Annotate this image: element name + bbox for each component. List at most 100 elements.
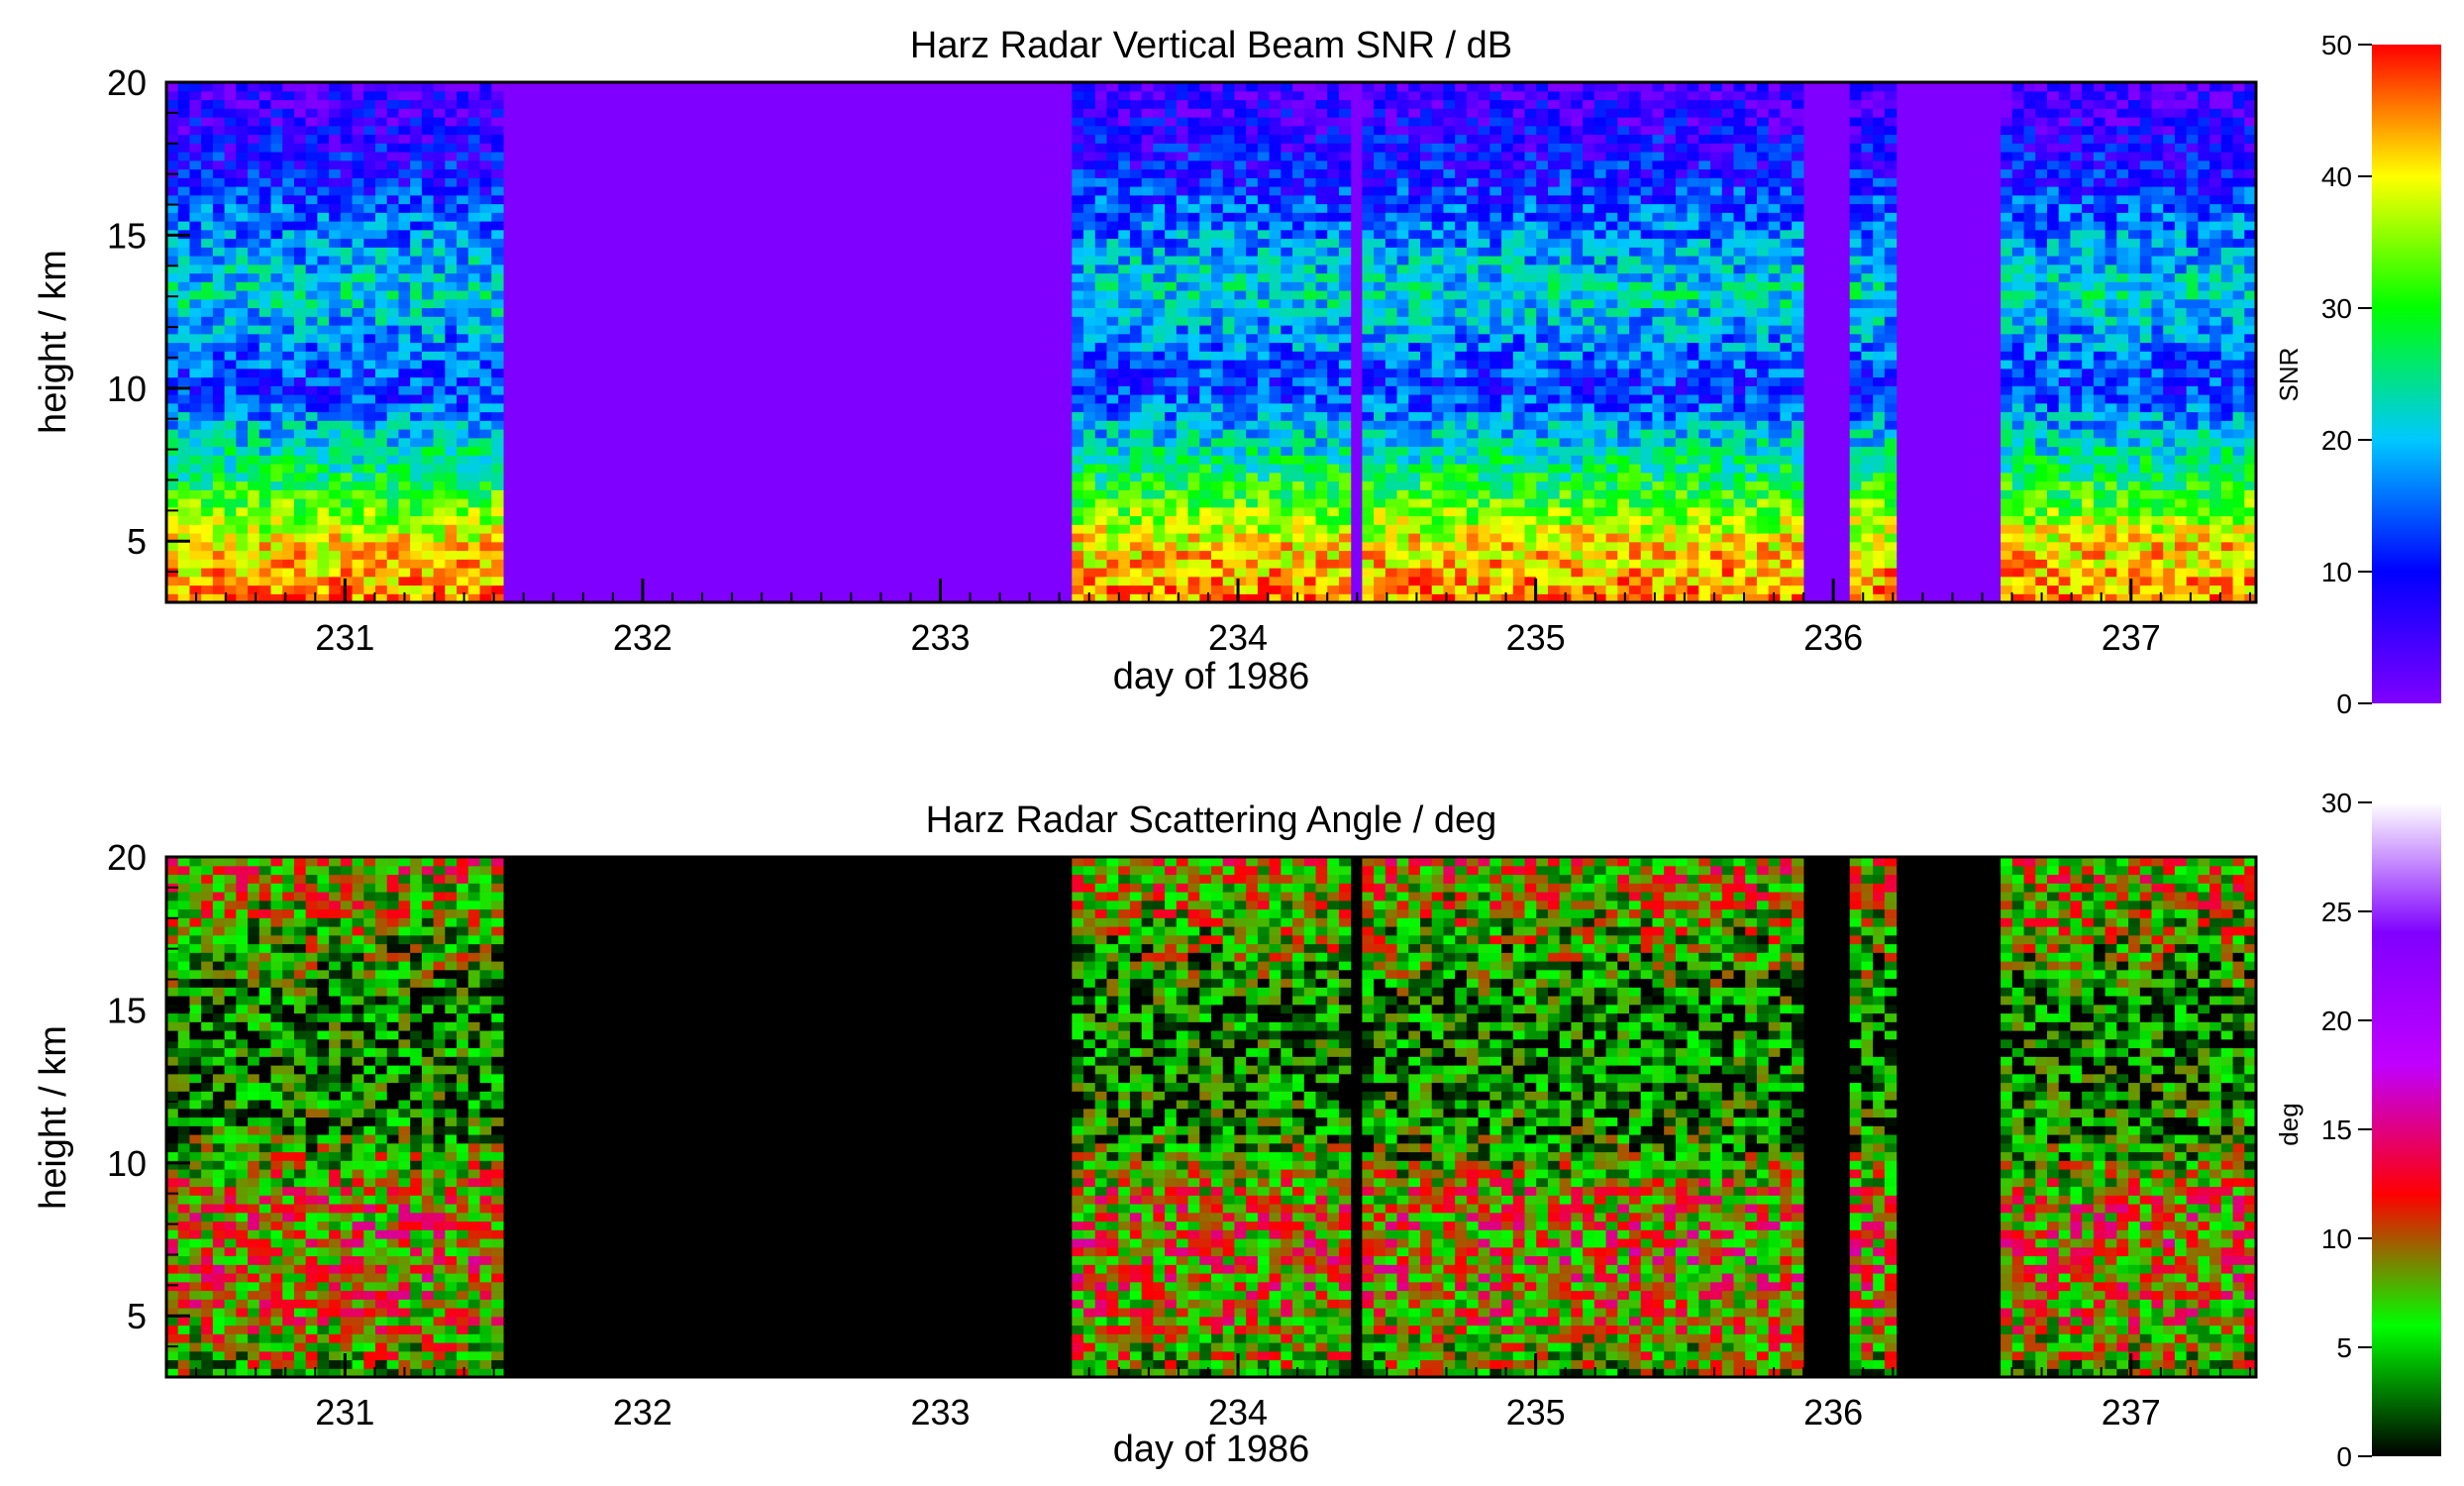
snr-heatmap-cell — [1292, 134, 1305, 144]
snr-heatmap-cell — [445, 342, 458, 352]
snr-heatmap-cell — [1083, 489, 1096, 499]
snr-heatmap-cell — [1512, 429, 1526, 439]
snr-heatmap-cell — [1501, 143, 1514, 153]
snr-heatmap-cell — [248, 186, 260, 196]
snr-heatmap-cell — [305, 290, 318, 300]
snr-heatmap-cell — [1629, 194, 1642, 205]
snr-heatmap-cell — [457, 385, 469, 395]
snr-heatmap-cell — [1652, 420, 1665, 430]
snr-heatmap-cell — [1617, 177, 1630, 187]
snr-heatmap-cell — [1106, 559, 1119, 569]
snr-heatmap-cell — [1489, 360, 1502, 370]
snr-heatmap-cell — [1536, 212, 1549, 222]
snr-heatmap-cell — [352, 446, 364, 456]
snr-heatmap-cell — [1211, 524, 1224, 534]
snr-heatmap-cell — [1524, 376, 1537, 386]
snr-heatmap-cell — [1583, 541, 1595, 552]
snr-heatmap-cell — [1141, 290, 1154, 300]
snr-heatmap-cell — [1281, 247, 1293, 257]
snr-heatmap-cell — [1698, 194, 1711, 205]
snr-heatmap-cell — [1292, 402, 1305, 413]
snr-heatmap-cell — [1698, 576, 1711, 586]
snr-heatmap-cell — [1583, 568, 1595, 578]
snr-heatmap-cell — [1443, 524, 1456, 534]
snr-heatmap-cell — [1431, 480, 1445, 490]
snr-heatmap-cell — [1257, 203, 1271, 213]
snr-heatmap-cell — [1478, 437, 1490, 448]
snr-heatmap-cell — [293, 506, 307, 517]
snr-heatmap-cell — [1675, 152, 1689, 161]
snr-heatmap-cell — [1303, 360, 1317, 370]
snr-heatmap-cell — [1292, 168, 1305, 178]
snr-heatmap-cell — [1675, 203, 1689, 213]
snr-heatmap-cell — [410, 134, 423, 144]
snr-heatmap-cell — [340, 576, 354, 586]
snr-heatmap-cell — [1281, 168, 1293, 178]
snr-heatmap-cell — [1512, 125, 1526, 136]
snr-heatmap-cell — [1303, 186, 1317, 196]
snr-heatmap-cell — [1431, 429, 1445, 439]
snr-heatmap-cell — [1072, 134, 1084, 144]
snr-heatmap-cell — [1675, 90, 1689, 101]
snr-heatmap-cell — [398, 221, 411, 231]
snr-heatmap-cell — [1629, 203, 1642, 213]
snr-heatmap-cell — [1698, 143, 1711, 153]
snr-heatmap-cell — [1269, 134, 1282, 144]
snr-heatmap-cell — [1466, 108, 1480, 118]
snr-heatmap-cell — [270, 568, 283, 578]
snr-heatmap-cell — [1675, 168, 1689, 178]
snr-heatmap-cell — [1327, 420, 1340, 430]
snr-heatmap-cell — [410, 550, 423, 560]
snr-heatmap-cell — [317, 402, 330, 413]
snr-heatmap-cell — [1536, 221, 1549, 231]
snr-heatmap-cell — [1281, 559, 1293, 569]
snr-heatmap-cell — [1141, 307, 1154, 317]
snr-heatmap-cell — [433, 238, 446, 248]
snr-heatmap-cell — [479, 298, 492, 309]
snr-heatmap-cell — [1408, 506, 1421, 517]
snr-heatmap-cell — [1420, 229, 1433, 240]
snr-heatmap-cell — [1281, 159, 1293, 170]
snr-heatmap-cell — [1652, 524, 1665, 534]
snr-heatmap-cell — [410, 307, 423, 317]
snr-heatmap-cell — [1176, 550, 1189, 560]
snr-heatmap-cell — [1559, 351, 1572, 361]
snr-heatmap-cell — [317, 455, 330, 465]
snr-heatmap-cell — [1303, 203, 1317, 213]
snr-heatmap-cell — [1524, 515, 1537, 525]
snr-heatmap-cell — [1246, 429, 1259, 439]
snr-heatmap-cell — [1524, 593, 1537, 603]
snr-heatmap-cell — [1292, 247, 1305, 257]
snr-heatmap-cell — [329, 298, 342, 309]
snr-heatmap-cell — [340, 498, 354, 508]
snr-heatmap-cell — [1501, 238, 1514, 248]
snr-heatmap-cell — [433, 221, 446, 231]
snr-heatmap-cell — [212, 194, 226, 205]
snr-heatmap-cell — [479, 420, 492, 430]
snr-heatmap-cell — [445, 541, 458, 552]
snr-heatmap-cell — [1536, 290, 1549, 300]
snr-heatmap-cell — [1153, 186, 1166, 196]
snr-heatmap-cell — [1269, 446, 1282, 456]
snr-heatmap-cell — [1443, 272, 1456, 282]
snr-heatmap-cell — [1094, 159, 1108, 170]
snr-heatmap-cell — [1165, 134, 1178, 144]
snr-heatmap-cell — [317, 506, 330, 517]
snr-heatmap-cell — [1303, 498, 1317, 508]
snr-heatmap-cell — [1431, 90, 1445, 101]
snr-heatmap-cell — [1246, 82, 1259, 92]
snr-heatmap-cell — [212, 489, 226, 499]
snr-heatmap-cell — [212, 99, 226, 109]
snr-heatmap-cell — [1420, 333, 1433, 344]
snr-heatmap-cell — [1652, 464, 1665, 474]
snr-heatmap-cell — [398, 480, 411, 490]
snr-heatmap-cell — [1396, 264, 1409, 274]
snr-heatmap-cell — [1094, 264, 1108, 274]
snr-heatmap-cell — [1165, 186, 1178, 196]
snr-heatmap-cell — [1431, 464, 1445, 474]
snr-heatmap-cell — [1605, 90, 1618, 101]
snr-heatmap-cell — [1640, 272, 1654, 282]
snr-heatmap-cell — [491, 429, 504, 439]
snr-heatmap-cell — [1455, 437, 1468, 448]
snr-heatmap-cell — [1396, 108, 1409, 118]
